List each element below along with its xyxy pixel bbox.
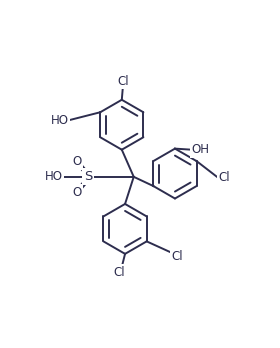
Text: O: O	[73, 185, 82, 198]
Text: S: S	[84, 170, 92, 183]
Text: HO: HO	[51, 114, 69, 127]
Text: O: O	[73, 155, 82, 168]
Text: Cl: Cl	[114, 266, 125, 279]
Text: HO: HO	[45, 170, 62, 183]
Text: Cl: Cl	[171, 250, 183, 262]
Text: Cl: Cl	[117, 75, 129, 88]
Text: Cl: Cl	[218, 172, 230, 184]
Text: OH: OH	[191, 143, 209, 156]
